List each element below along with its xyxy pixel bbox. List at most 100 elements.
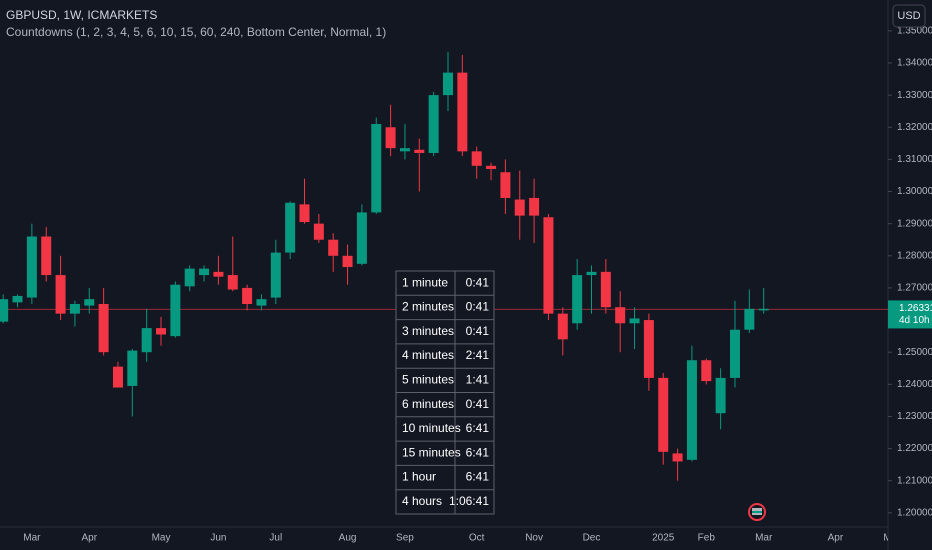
- symbol-title: GBPUSD, 1W, ICMARKETS: [6, 8, 157, 22]
- candle-body: [471, 151, 482, 166]
- candle-body: [227, 275, 238, 290]
- candle-body: [600, 271, 611, 308]
- plot: Mar Apr May Jun Jul Aug Sep Oct Nov Dec 2025 Feb Mar…: [0, 51, 902, 544]
- candle-body: [313, 223, 324, 240]
- y-tick-label: 1.29000: [897, 218, 932, 229]
- countdown-value: 6:41: [466, 421, 490, 435]
- candle-body: [256, 299, 267, 306]
- candle-body: [299, 204, 310, 223]
- y-tick-label: 1.25000: [897, 347, 932, 358]
- candle-body: [715, 377, 726, 414]
- candle-body: [643, 320, 654, 378]
- currency-button[interactable]: [892, 4, 926, 28]
- candle-body: [156, 328, 167, 335]
- countdown-value: 0:41: [466, 324, 490, 338]
- timeframe-label: 2 minutes: [402, 300, 454, 314]
- candle-body: [170, 284, 181, 337]
- x-tick-label: Dec: [583, 533, 601, 544]
- timeframe-label: 3 minutes: [402, 324, 454, 338]
- y-tick-label: 1.33000: [897, 90, 932, 101]
- countdown-table: 1 minute 0:41 2 minutes 0:41 3 minutes 0:41 4 …: [395, 270, 495, 515]
- candle-body: [127, 350, 138, 386]
- countdown-value: 0:41: [466, 300, 490, 314]
- x-tick-label: Nov: [525, 533, 543, 544]
- candle-body: [112, 366, 123, 388]
- timeframe-label: 5 minutes: [402, 373, 454, 387]
- indicator-title: Countdowns (1, 2, 3, 4, 5, 6, 10, 15, 60…: [6, 25, 386, 39]
- x-tick-label: Mar: [23, 533, 41, 544]
- y-tick-label: 1.35000: [897, 25, 932, 36]
- x-tick-label: Aug: [339, 533, 357, 544]
- x-tick-label: Oct: [469, 533, 485, 544]
- candle-body: [141, 328, 152, 353]
- candle-body: [457, 72, 468, 152]
- candle-body: [371, 124, 382, 213]
- countdown-value: 1:06:41: [449, 494, 489, 508]
- last-price-box: [888, 300, 932, 329]
- candle-body: [199, 268, 210, 276]
- candle-body: [328, 239, 339, 256]
- candle-body: [342, 255, 353, 268]
- y-tick-label: 1.32000: [897, 122, 932, 133]
- countdown-value: 2:41: [466, 348, 490, 362]
- candle-body: [69, 303, 80, 314]
- candle-body: [729, 329, 740, 378]
- candle-body: [385, 127, 396, 149]
- candle-body: [399, 148, 410, 152]
- x-tick-label: May: [883, 533, 902, 544]
- candle-body: [184, 268, 195, 287]
- y-tick-label: 1.20000: [897, 508, 932, 519]
- y-tick-label: 1.22000: [897, 443, 932, 454]
- candle-body: [443, 72, 453, 96]
- timeframe-label: 15 minutes: [402, 445, 461, 459]
- candle-body: [98, 303, 109, 353]
- candle-body: [543, 217, 554, 314]
- candle-body: [12, 295, 23, 303]
- candle-body: [500, 172, 511, 198]
- timeframe-label: 1 hour: [402, 470, 436, 484]
- x-tick-label: Feb: [698, 533, 716, 544]
- candle-body: [0, 299, 9, 322]
- candle-body: [514, 199, 525, 216]
- candle-body: [486, 165, 497, 170]
- x-tick-label: Jul: [269, 533, 282, 544]
- candle-body: [26, 236, 37, 298]
- timeframe-label: 6 minutes: [402, 397, 454, 411]
- candle-body: [615, 307, 626, 324]
- candle-body: [586, 271, 597, 276]
- candle-body: [55, 275, 66, 314]
- x-tick-label: Apr: [828, 533, 844, 544]
- candle-body: [285, 202, 296, 253]
- countdown-value: 1:41: [466, 373, 490, 387]
- timeframe-label: 10 minutes: [402, 421, 461, 435]
- y-tick-label: 1.24000: [897, 379, 932, 390]
- x-tick-label: May: [152, 533, 171, 544]
- candle-body: [672, 453, 683, 462]
- y-tick-label: 1.30000: [897, 186, 932, 197]
- y-tick-label: 1.27000: [897, 283, 932, 294]
- countdown-value: 0:41: [466, 275, 490, 289]
- candle-body: [629, 318, 640, 324]
- candle-body: [242, 287, 253, 304]
- candle-body: [557, 313, 568, 340]
- countdown-value: 0:41: [466, 397, 490, 411]
- countdown-value: 6:41: [466, 445, 490, 459]
- y-tick-label: 1.21000: [897, 475, 932, 486]
- candle-body: [686, 360, 697, 460]
- y-tick-label: 1.28000: [897, 250, 932, 261]
- candle-body: [758, 308, 769, 311]
- currency-label[interactable]: USD: [897, 10, 920, 22]
- candle-body: [84, 299, 95, 306]
- event-icon[interactable]: [748, 503, 766, 521]
- timeframe-label: 4 hours: [402, 494, 442, 508]
- y-tick-label: 1.34000: [897, 58, 932, 69]
- bar-countdown: 4d 10h: [899, 315, 930, 326]
- y-tick-label: 1.23000: [897, 411, 932, 422]
- candle-body: [529, 197, 540, 216]
- candle-body: [701, 360, 712, 382]
- candle-body: [428, 95, 439, 153]
- candle-body: [41, 236, 52, 276]
